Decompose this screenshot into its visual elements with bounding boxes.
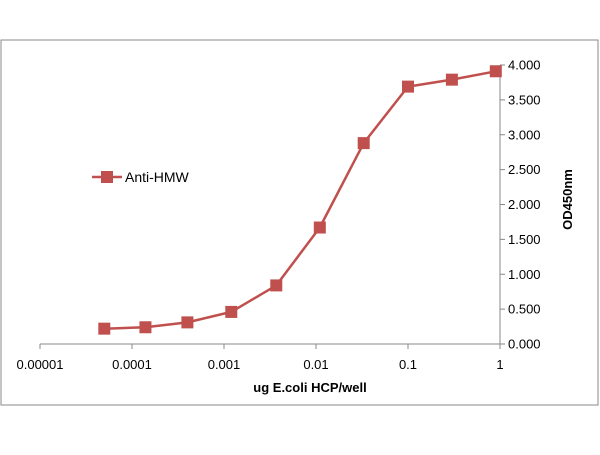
data-point <box>98 322 111 335</box>
x-axis-title: ug E.coli HCP/well <box>253 380 366 395</box>
data-point <box>225 305 238 318</box>
legend-label: Anti-HMW <box>125 169 190 185</box>
data-point <box>313 221 326 234</box>
x-tick-label: 0.001 <box>208 357 241 372</box>
data-point <box>181 316 194 329</box>
y-tick-label: 1.500 <box>508 232 541 247</box>
y-tick-label: 2.000 <box>508 197 541 212</box>
y-tick-label: 1.000 <box>508 267 541 282</box>
data-point <box>489 65 502 78</box>
x-tick-label: 0.01 <box>303 357 328 372</box>
x-tick-label: 0.00001 <box>17 357 64 372</box>
x-tick-label: 1 <box>496 357 503 372</box>
data-point <box>270 279 283 292</box>
y-tick-label: 0.500 <box>508 302 541 317</box>
y-tick-label: 3.000 <box>508 127 541 142</box>
x-tick-label: 0.1 <box>399 357 417 372</box>
data-point <box>357 137 370 150</box>
y-tick-label: 2.500 <box>508 162 541 177</box>
y-tick-label: 3.500 <box>508 92 541 107</box>
data-point <box>445 73 458 86</box>
y-tick-label: 4.000 <box>508 58 541 73</box>
y-tick-label: 0.000 <box>508 337 541 352</box>
y-axis-title: OD450nm <box>560 169 575 230</box>
series-line-0 <box>104 70 497 330</box>
x-tick-label: 0.0001 <box>112 357 152 372</box>
legend-marker <box>101 171 113 183</box>
data-point <box>402 80 414 93</box>
data-point <box>139 321 152 334</box>
